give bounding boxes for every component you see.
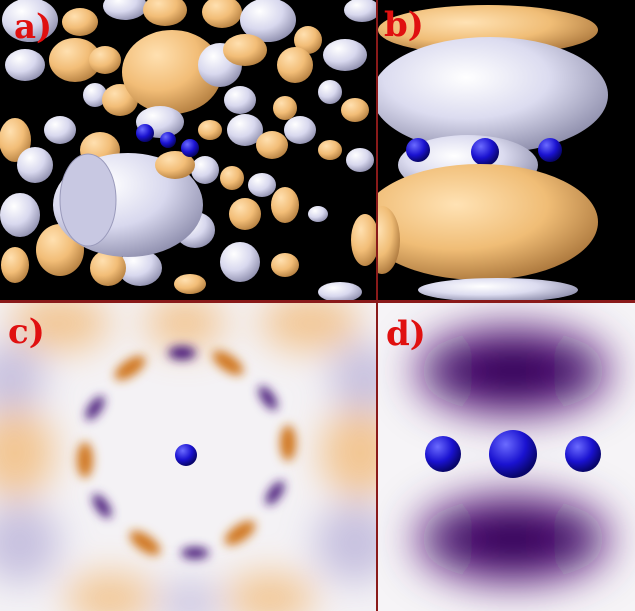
panel-d-density-map: d) <box>378 303 635 611</box>
panel-b-graphic <box>378 5 608 300</box>
panel-c-label: c) <box>8 312 45 352</box>
panel-d-graphic <box>418 329 608 581</box>
atom-right <box>565 436 601 472</box>
atom-center <box>471 138 499 166</box>
panel-a-isosurface-render: a) <box>0 0 376 300</box>
atom-right <box>538 138 562 162</box>
panel-a-label: a) <box>14 7 53 47</box>
horizontal-divider <box>0 300 635 303</box>
atom-spheres <box>136 124 199 157</box>
isosurface-blobs <box>0 0 376 300</box>
panel-b-label: b) <box>384 5 424 45</box>
atom-center <box>489 430 537 478</box>
atom-left <box>406 138 430 162</box>
panel-b-orbital-lobes: b) <box>378 0 635 300</box>
panel-c-density-map: c) <box>0 303 376 611</box>
panel-c-graphic <box>0 303 376 611</box>
panel-a-graphic <box>0 0 376 300</box>
vertical-divider <box>376 0 378 611</box>
atom-left <box>425 436 461 472</box>
central-atom <box>175 444 197 466</box>
panel-d-label: d) <box>386 314 426 354</box>
